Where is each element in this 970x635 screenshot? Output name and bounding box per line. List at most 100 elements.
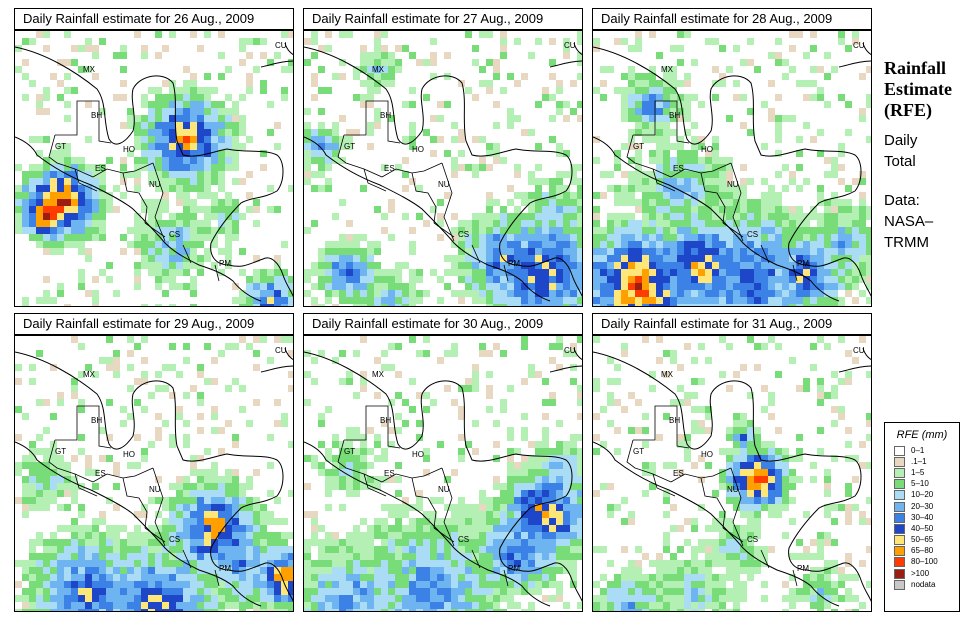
country-borders [48,100,220,282]
legend-swatch [894,501,905,512]
panel-title: Daily Rainfall estimate for 29 Aug., 200… [14,313,294,335]
country-label: GT [633,142,644,151]
legend-swatch [894,557,905,568]
country-label: BH [669,111,680,120]
legend-item: 20–30 [885,501,959,512]
country-borders [626,405,798,587]
coastline [593,351,871,602]
country-label: ES [95,164,106,173]
country-label: CS [169,535,180,544]
country-label: MX [372,65,385,74]
country-label: BH [91,111,102,120]
legend-item: 80–100 [885,557,959,568]
country-label: BH [669,416,680,425]
country-label: GT [55,447,66,456]
legend-swatch [894,535,905,546]
rainfall-cells [304,31,582,306]
panel-title: Daily Rainfall estimate for 27 Aug., 200… [303,8,583,30]
panel-title: Daily Rainfall estimate for 30 Aug., 200… [303,313,583,335]
legend-label: 5–10 [911,479,929,489]
country-label: NU [727,180,739,189]
legend-swatch [894,456,905,467]
heading-line: (RFE) [884,100,932,120]
heading-line: Rainfall [884,58,947,78]
country-label: CU [853,346,865,355]
country-label: PM [508,259,520,268]
country-label: PM [219,564,231,573]
legend-label: 0–1 [911,445,925,455]
country-label: HO [412,145,424,154]
legend-label: >100 [911,568,930,578]
country-borders [48,405,220,587]
country-label: CS [458,535,469,544]
coastline [15,351,293,602]
country-label: CS [458,230,469,239]
rainfall-map: MX CU BH GT HO ES NU CS PM [303,30,583,307]
coastline [304,46,582,297]
legend-swatch [894,546,905,557]
legend-swatch [894,579,905,590]
rainfall-panel: Daily Rainfall estimate for 28 Aug., 200… [592,8,872,307]
country-label: ES [673,469,684,478]
legend-swatch [894,467,905,478]
rainfall-map: MX CU BH GT HO ES NU CS PM [592,30,872,307]
country-label: GT [55,142,66,151]
rainfall-grid-svg: MX CU BH GT HO ES NU CS PM [15,336,293,611]
legend-swatch [894,479,905,490]
legend-label: 10–20 [911,490,934,500]
country-label: NU [727,485,739,494]
rainfall-cells [15,31,293,306]
rainfall-panel: Daily Rainfall estimate for 26 Aug., 200… [14,8,294,307]
legend-item: 65–80 [885,546,959,557]
coastline [304,351,582,602]
legend-item: nodata [885,579,959,590]
source-line: TRMM [884,234,929,251]
rainfall-map: MX CU BH GT HO ES NU CS PM [14,335,294,612]
legend-label: 20–30 [911,501,934,511]
country-label: PM [797,564,809,573]
country-label: ES [384,469,395,478]
country-label: ES [95,469,106,478]
country-label: BH [91,416,102,425]
legend-label: 50–65 [911,535,934,545]
legend-item: 5–10 [885,479,959,490]
panel-title: Daily Rainfall estimate for 31 Aug., 200… [592,313,872,335]
legend-swatch [894,512,905,523]
coastline [260,347,293,373]
country-label: MX [661,65,674,74]
rainfall-panel: Daily Rainfall estimate for 31 Aug., 200… [592,313,872,612]
legend-item: 40–50 [885,523,959,534]
country-label: HO [412,450,424,459]
country-label: ES [384,164,395,173]
country-label: MX [83,65,96,74]
period-line: Daily [884,132,918,149]
country-label: BH [380,416,391,425]
legend-label: .1–1 [911,456,927,466]
coastline [549,347,582,373]
country-label: CS [169,230,180,239]
legend-swatch [894,523,905,534]
legend-item: 0–1 [885,445,959,456]
country-label: CU [275,41,287,50]
country-label: CS [747,230,758,239]
country-label: CU [564,41,576,50]
legend-item: 10–20 [885,490,959,501]
rainfall-panel: Daily Rainfall estimate for 30 Aug., 200… [303,313,583,612]
country-borders [626,100,798,282]
country-label: NU [438,485,450,494]
country-label: NU [149,485,161,494]
country-label: GT [633,447,644,456]
rainfall-cells [15,336,293,611]
color-legend: RFE (mm) 0–1.1–1 1–5 5–10 10–20 20–30 30–40 40… [884,422,960,612]
rainfall-map: MX CU BH GT HO ES NU CS PM [14,30,294,307]
legend-label: 1–5 [911,467,925,477]
rainfall-map: MX CU BH GT HO ES NU CS PM [303,335,583,612]
rainfall-grid-svg: MX CU BH GT HO ES NU CS PM [15,31,293,306]
legend-swatch [894,445,905,456]
country-label: CU [275,346,287,355]
period-label: Daily Total [884,130,917,172]
data-source-label: Data: NASA– TRMM [884,190,933,253]
country-label: HO [123,145,135,154]
legend-heading: Rainfall Estimate (RFE) [884,58,952,121]
coastline [260,42,293,68]
